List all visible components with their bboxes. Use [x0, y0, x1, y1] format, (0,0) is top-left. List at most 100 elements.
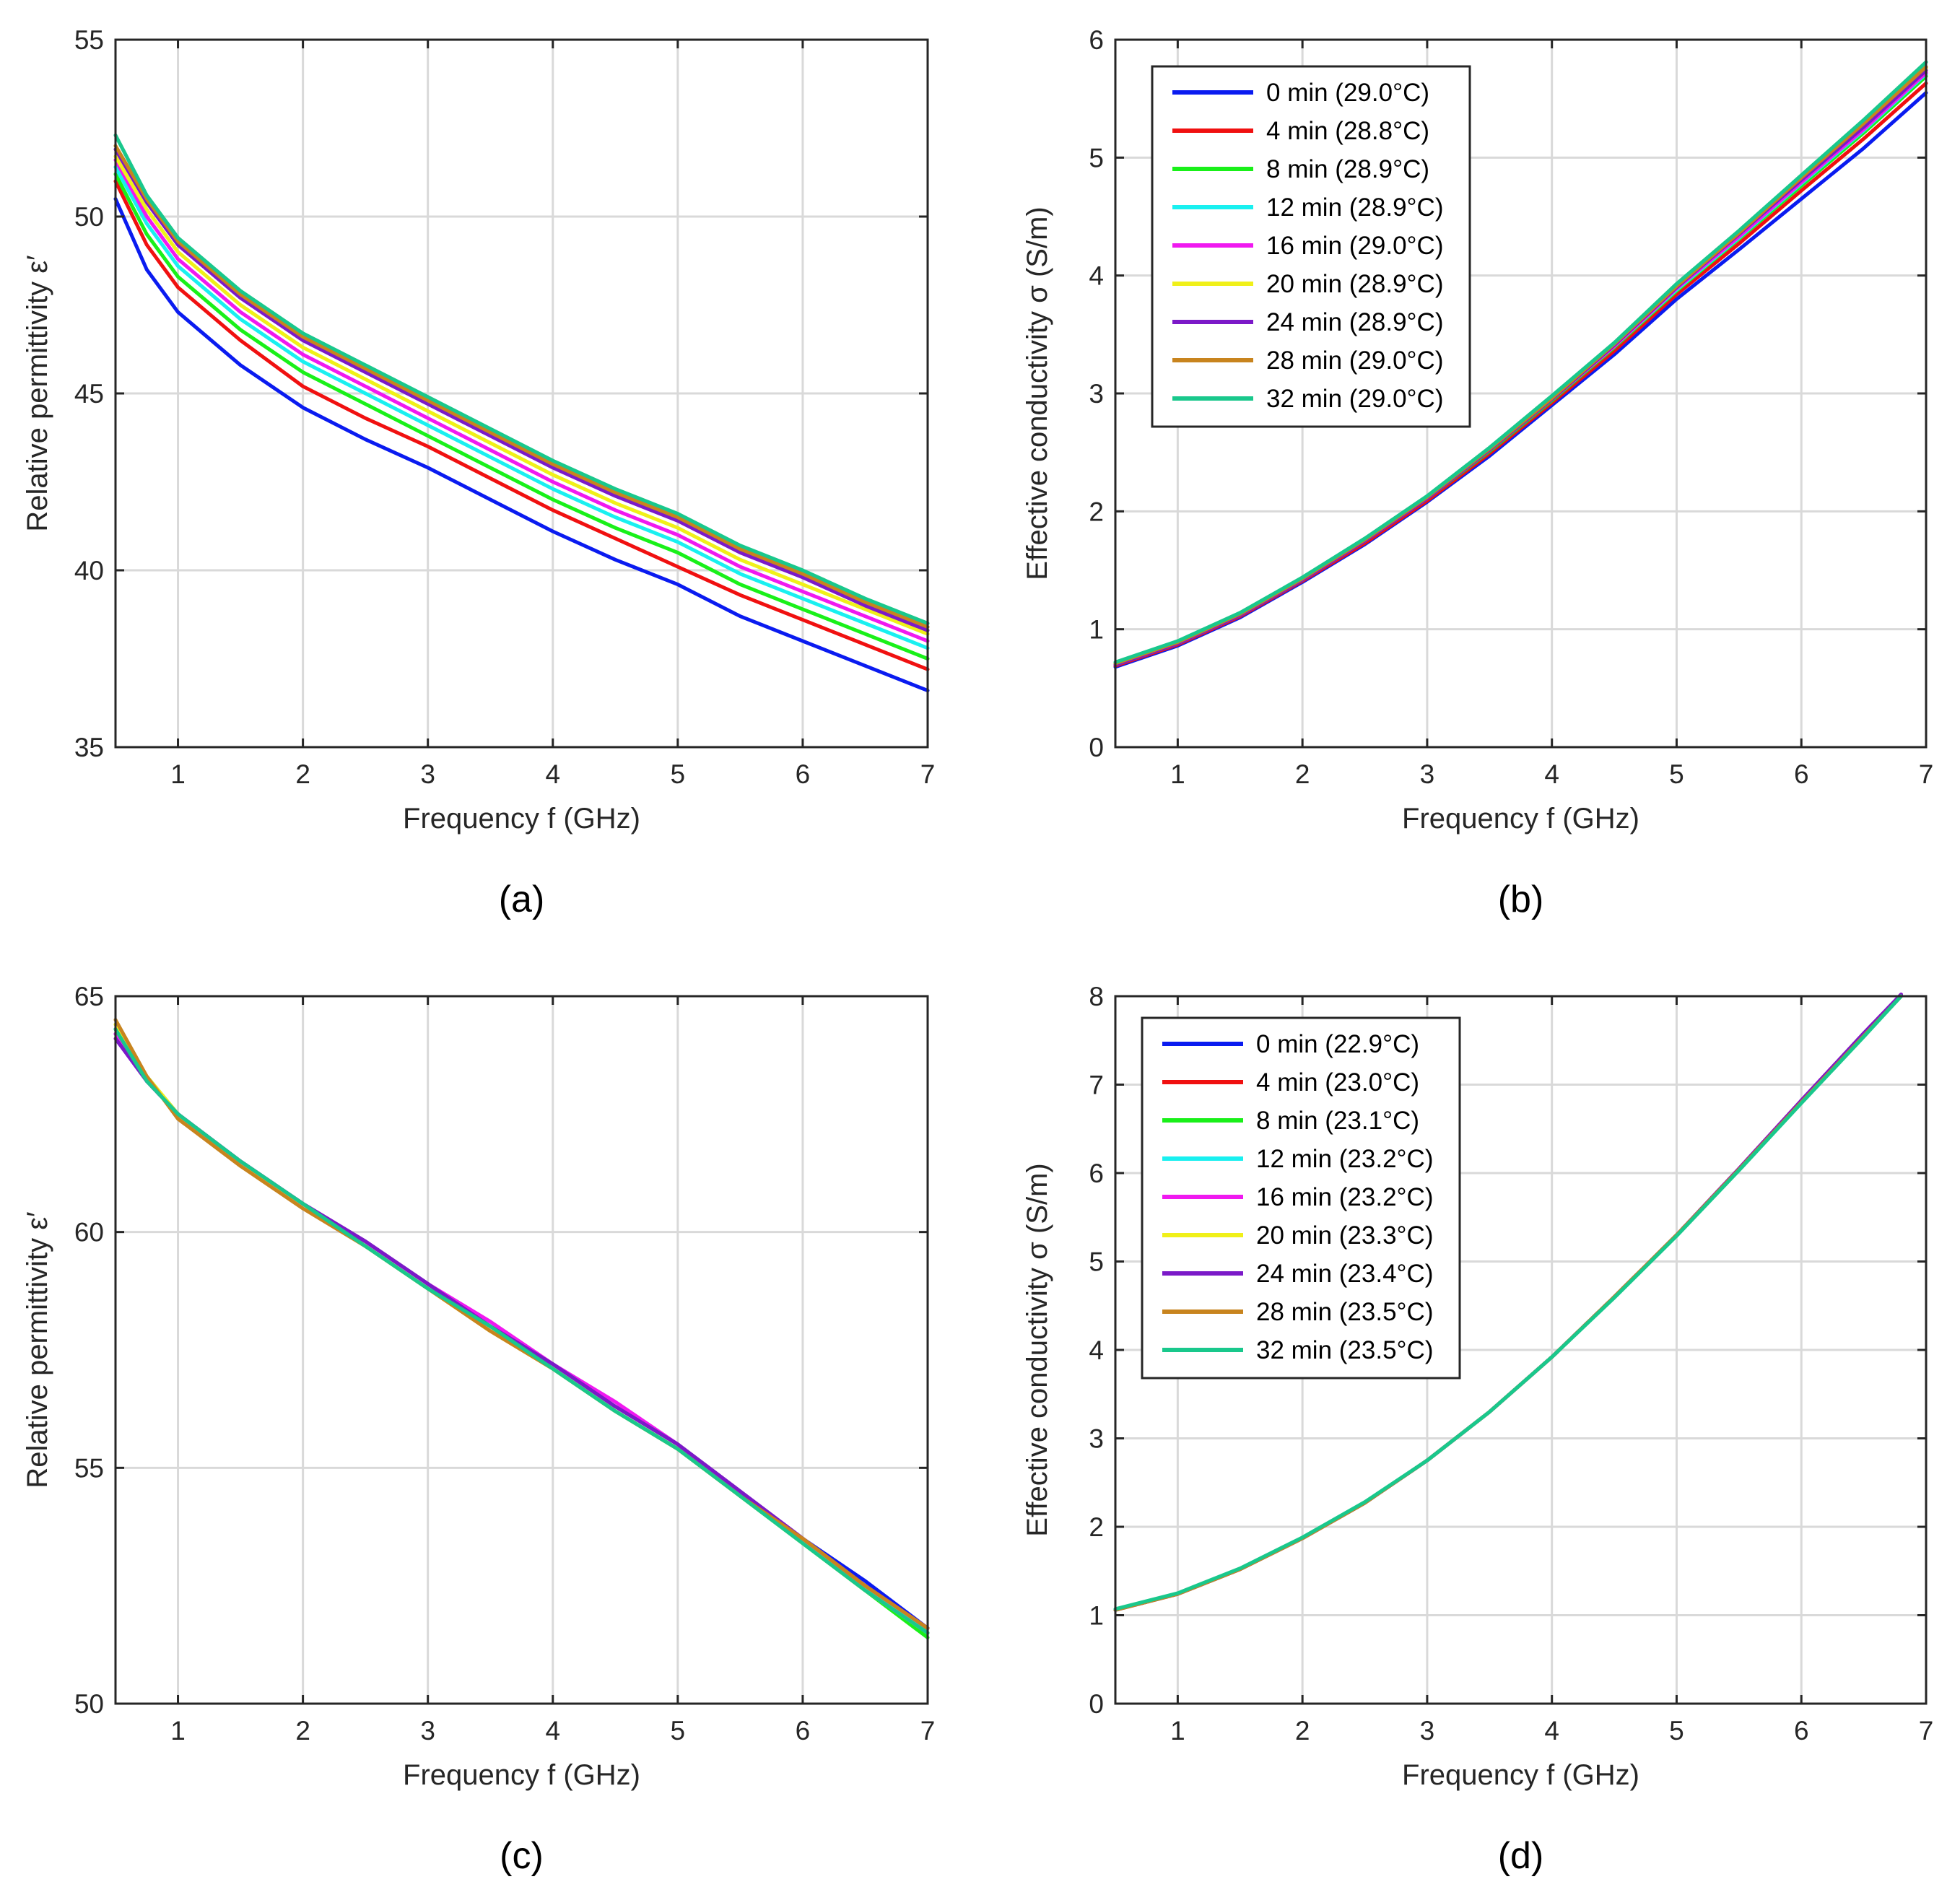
x-axis-label: Frequency f (GHz) [1402, 1759, 1639, 1791]
legend: 0 min (29.0°C) 4 min (28.8°C) 8 min (28.9°… [1151, 65, 1471, 428]
x-tick-label: 2 [295, 1716, 310, 1746]
y-tick-label: 4 [1089, 261, 1104, 291]
y-tick-label: 5 [1089, 1247, 1104, 1277]
x-tick-label: 5 [671, 759, 686, 789]
panel-caption: (d) [1498, 1835, 1544, 1877]
panel-caption: (c) [500, 1835, 544, 1877]
x-tick-label: 3 [420, 1716, 435, 1746]
series-line-8 [113, 133, 930, 625]
legend-entry-label: 0 min (22.9°C) [1256, 1030, 1419, 1058]
legend-entry-label: 24 min (28.9°C) [1266, 308, 1443, 336]
series-line-8 [1113, 60, 1928, 664]
y-tick-label: 2 [1089, 1512, 1104, 1542]
legend-entry-label: 16 min (29.0°C) [1266, 232, 1443, 260]
x-tick-label: 2 [295, 759, 310, 789]
x-tick-label: 3 [1420, 1716, 1435, 1746]
y-tick-label: 2 [1089, 497, 1104, 526]
y-tick-label: 8 [1089, 982, 1104, 1011]
series-group [113, 133, 930, 693]
panel-caption: (b) [1498, 879, 1544, 920]
x-tick-label: 7 [920, 759, 936, 789]
series-line-0 [113, 197, 930, 693]
series-line-6 [113, 147, 930, 632]
axis-frame [114, 995, 929, 1705]
x-tick-label: 5 [1669, 759, 1684, 789]
x-tick-label: 4 [545, 1716, 560, 1746]
y-tick-label: 5 [1089, 143, 1104, 173]
legend-entry-label: 4 min (23.0°C) [1256, 1068, 1419, 1097]
x-axis-label: Frequency f (GHz) [403, 1759, 640, 1791]
series-line-3 [113, 165, 930, 650]
series-line-7 [113, 1018, 930, 1630]
y-tick-label: 55 [74, 1453, 104, 1483]
x-tick-label: 2 [1295, 1716, 1310, 1746]
y-tick-label: 6 [1089, 25, 1104, 55]
x-tick-label: 3 [1420, 759, 1435, 789]
series-line-8 [1113, 994, 1903, 1611]
x-tick-label: 6 [796, 1716, 811, 1746]
y-tick-label: 3 [1089, 1424, 1104, 1454]
x-tick-label: 1 [170, 1716, 186, 1746]
series-line-4 [113, 158, 930, 643]
y-axis-label: Effective conductivity σ (S/m) [1022, 206, 1053, 580]
y-tick-label: 1 [1089, 615, 1104, 645]
x-tick-label: 6 [1794, 1716, 1809, 1746]
x-tick-label: 7 [1919, 759, 1934, 789]
y-tick-label: 3 [1089, 379, 1104, 409]
y-axis-label: Effective conductivity σ (S/m) [1022, 1163, 1053, 1536]
chart-panel-d: 1 2 3 4 5 6 7 0 1 2 3 4 5 6 7 8 Frequency f (GHz) Effecti… [1022, 982, 1933, 1877]
x-tick-label: 5 [671, 1716, 686, 1746]
series-line-7 [113, 144, 930, 629]
legend-entry-label: 20 min (23.3°C) [1256, 1221, 1433, 1250]
panel-caption: (a) [499, 879, 545, 920]
legend-entry-label: 32 min (29.0°C) [1266, 385, 1443, 413]
series-group [1113, 60, 1928, 669]
legend-entry-label: 0 min (29.0°C) [1266, 79, 1429, 107]
x-tick-label: 7 [920, 1716, 936, 1746]
y-tick-label: 55 [74, 25, 104, 55]
legend-entry-label: 8 min (28.9°C) [1266, 155, 1429, 183]
legend-entry-label: 8 min (23.1°C) [1256, 1107, 1419, 1135]
series-line-5 [113, 154, 930, 636]
series-line-1 [113, 179, 930, 671]
x-tick-label: 1 [170, 759, 186, 789]
legend-entry-label: 16 min (23.2°C) [1256, 1183, 1433, 1211]
legend: 0 min (22.9°C) 4 min (23.0°C) 8 min (23.1°… [1141, 1016, 1461, 1380]
x-tick-label: 6 [796, 759, 811, 789]
y-tick-label: 1 [1089, 1601, 1104, 1631]
y-axis-label: Relative permittivity ε′ [22, 255, 53, 531]
y-tick-label: 6 [1089, 1159, 1104, 1188]
legend-entry-label: 28 min (23.5°C) [1256, 1298, 1433, 1326]
chart-panel-c: 1 2 3 4 5 6 7 50 55 60 65 Frequency f (GHz) Relative… [22, 982, 935, 1877]
legend-entry-label: 32 min (23.5°C) [1256, 1336, 1433, 1364]
y-tick-label: 0 [1089, 1689, 1104, 1719]
x-tick-label: 4 [1544, 759, 1559, 789]
series-group [1113, 993, 1903, 1612]
chart-panel-b: 1 2 3 4 5 6 7 0 1 2 3 4 5 6 Frequency f (GHz) Effective… [1022, 25, 1933, 920]
y-tick-label: 50 [74, 1689, 104, 1719]
x-tick-label: 4 [545, 759, 560, 789]
legend-entry-label: 28 min (29.0°C) [1266, 347, 1443, 375]
y-tick-label: 7 [1089, 1071, 1104, 1100]
x-tick-label: 5 [1669, 1716, 1684, 1746]
y-tick-label: 65 [74, 982, 104, 1011]
x-tick-label: 4 [1544, 1716, 1559, 1746]
y-tick-label: 0 [1089, 733, 1104, 762]
y-tick-label: 50 [74, 202, 104, 232]
legend-entry-label: 4 min (28.8°C) [1266, 117, 1429, 145]
legend-entry-label: 20 min (28.9°C) [1266, 270, 1443, 298]
legend-entry-label: 12 min (28.9°C) [1266, 193, 1443, 222]
series-line-8 [113, 1027, 930, 1635]
legend-entry-label: 24 min (23.4°C) [1256, 1260, 1433, 1288]
x-tick-label: 6 [1794, 759, 1809, 789]
y-tick-label: 4 [1089, 1335, 1104, 1365]
x-tick-label: 7 [1919, 1716, 1934, 1746]
x-tick-label: 1 [1170, 759, 1185, 789]
y-tick-label: 35 [74, 733, 104, 762]
series-group [113, 1018, 930, 1639]
legend-entry-label: 12 min (23.2°C) [1256, 1145, 1433, 1173]
y-tick-label: 40 [74, 556, 104, 585]
x-tick-label: 2 [1295, 759, 1310, 789]
